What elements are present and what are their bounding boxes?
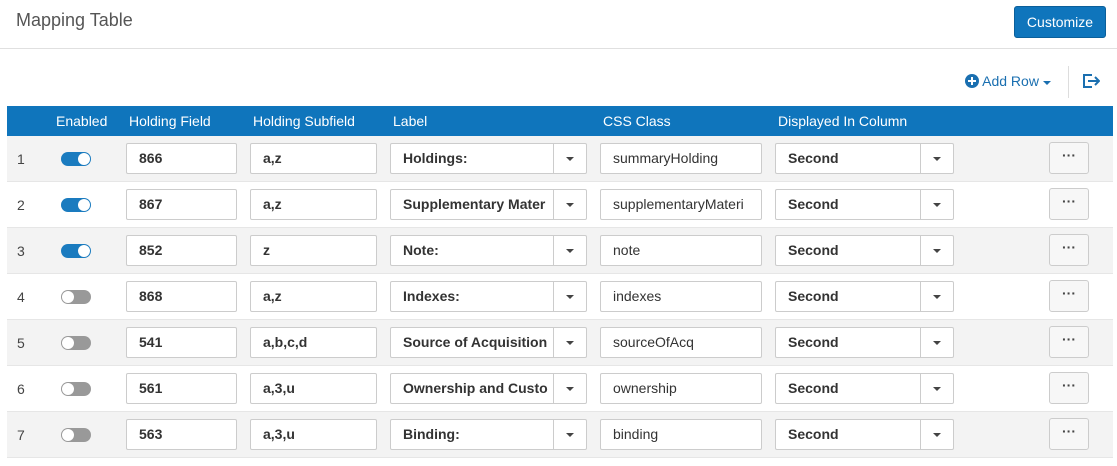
label-dropdown[interactable]	[553, 281, 587, 312]
label-select[interactable]: Holdings:	[390, 143, 554, 174]
toggle-knob	[78, 153, 90, 165]
row-actions-button[interactable]: ···	[1049, 234, 1089, 266]
table-header	[7, 106, 1113, 136]
toggle-knob	[62, 291, 74, 303]
column-header: Enabled	[56, 113, 108, 129]
toggle-knob	[78, 199, 90, 211]
column-header: Holding Field	[129, 113, 211, 129]
holding-field-input[interactable]: 563	[126, 419, 237, 450]
column-header: CSS Class	[603, 113, 671, 129]
row-number: 5	[17, 335, 25, 351]
label-dropdown[interactable]	[553, 419, 587, 450]
label-select[interactable]: Binding:	[390, 419, 554, 450]
toggle-knob	[78, 245, 90, 257]
row-actions-button[interactable]: ···	[1049, 326, 1089, 358]
subfield-input[interactable]: a,z	[250, 143, 377, 174]
subfield-input[interactable]: z	[250, 235, 377, 266]
column-select[interactable]: Second	[775, 189, 921, 220]
css-class-input[interactable]: sourceOfAcq	[600, 327, 762, 358]
label-dropdown[interactable]	[553, 373, 587, 404]
enabled-toggle[interactable]	[61, 428, 91, 442]
row-actions-button[interactable]: ···	[1049, 418, 1089, 450]
row-number: 6	[17, 381, 25, 397]
column-header: Holding Subfield	[253, 113, 355, 129]
column-dropdown[interactable]	[920, 373, 954, 404]
row-number: 4	[17, 289, 25, 305]
enabled-toggle[interactable]	[61, 244, 91, 258]
add-row-label: Add Row	[982, 73, 1039, 89]
column-dropdown[interactable]	[920, 235, 954, 266]
row-number: 7	[17, 427, 25, 443]
column-dropdown[interactable]	[920, 281, 954, 312]
label-dropdown[interactable]	[553, 143, 587, 174]
holding-field-input[interactable]: 852	[126, 235, 237, 266]
column-dropdown[interactable]	[920, 419, 954, 450]
subfield-input[interactable]: a,z	[250, 281, 377, 312]
toggle-knob	[62, 429, 74, 441]
column-header: Label	[393, 113, 428, 129]
enabled-toggle[interactable]	[61, 198, 91, 212]
column-dropdown[interactable]	[920, 189, 954, 220]
column-select[interactable]: Second	[775, 281, 921, 312]
enabled-toggle[interactable]	[61, 152, 91, 166]
label-select[interactable]: Ownership and Custo	[390, 373, 554, 404]
row-number: 3	[17, 243, 25, 259]
label-select[interactable]: Supplementary Mater	[390, 189, 554, 220]
holding-field-input[interactable]: 866	[126, 143, 237, 174]
row-actions-button[interactable]: ···	[1049, 188, 1089, 220]
label-dropdown[interactable]	[553, 189, 587, 220]
enabled-toggle[interactable]	[61, 382, 91, 396]
row-number: 1	[17, 151, 25, 167]
toggle-knob	[62, 383, 74, 395]
column-select[interactable]: Second	[775, 327, 921, 358]
subfield-input[interactable]: a,b,c,d	[250, 327, 377, 358]
holding-field-input[interactable]: 561	[126, 373, 237, 404]
caret	[1042, 81, 1051, 85]
column-select[interactable]: Second	[775, 143, 921, 174]
column-select[interactable]: Second	[775, 373, 921, 404]
customize-button[interactable]: Customize	[1014, 6, 1106, 38]
label-select[interactable]: Source of Acquisition	[390, 327, 554, 358]
column-select[interactable]: Second	[775, 419, 921, 450]
column-header: Displayed In Column	[778, 113, 908, 129]
css-class-input[interactable]: indexes	[600, 281, 762, 312]
label-dropdown[interactable]	[553, 327, 587, 358]
column-dropdown[interactable]	[920, 143, 954, 174]
page-title: Mapping Table	[16, 10, 133, 30]
column-select[interactable]: Second	[775, 235, 921, 266]
subfield-input[interactable]: a,z	[250, 189, 377, 220]
css-class-input[interactable]: note	[600, 235, 762, 266]
holding-field-input[interactable]: 868	[126, 281, 237, 312]
row-number: 2	[17, 197, 25, 213]
css-class-input[interactable]: supplementaryMateri	[600, 189, 762, 220]
column-dropdown[interactable]	[920, 327, 954, 358]
add-row-button[interactable]: Add Row	[965, 73, 1051, 89]
enabled-toggle[interactable]	[61, 336, 91, 350]
holding-field-input[interactable]: 867	[126, 189, 237, 220]
row-actions-button[interactable]: ···	[1049, 280, 1089, 312]
holding-field-input[interactable]: 541	[126, 327, 237, 358]
enabled-toggle[interactable]	[61, 290, 91, 304]
css-class-input[interactable]: ownership	[600, 373, 762, 404]
row-actions-button[interactable]: ···	[1049, 142, 1089, 174]
subfield-input[interactable]: a,3,u	[250, 419, 377, 450]
row-actions-button[interactable]: ···	[1049, 372, 1089, 404]
label-select[interactable]: Note:	[390, 235, 554, 266]
add-icon	[965, 74, 979, 88]
label-dropdown[interactable]	[553, 235, 587, 266]
divider	[0, 48, 1117, 49]
subfield-input[interactable]: a,3,u	[250, 373, 377, 404]
css-class-input[interactable]: binding	[600, 419, 762, 450]
label-select[interactable]: Indexes:	[390, 281, 554, 312]
css-class-input[interactable]: summaryHolding	[600, 143, 762, 174]
toggle-knob	[62, 337, 74, 349]
separator	[1068, 66, 1069, 98]
export-button[interactable]	[1082, 73, 1100, 89]
